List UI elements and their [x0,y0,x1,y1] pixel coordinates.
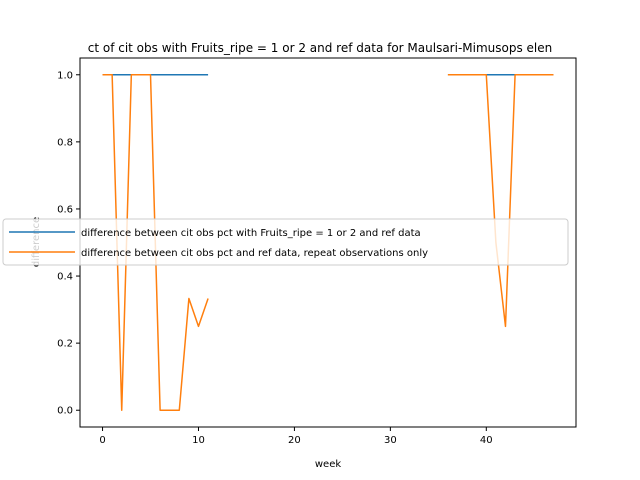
y-tick-label: 0.8 [57,137,73,148]
y-tick-label: 0.0 [57,406,73,417]
x-tick-label: 40 [480,435,493,446]
series-2-line-segment-2 [447,74,554,328]
x-axis-ticks: 0 10 20 30 40 [99,427,493,446]
x-tick-label: 30 [384,435,397,446]
y-tick-label: 0.6 [57,204,73,215]
x-tick-label: 10 [192,435,205,446]
legend-label-series-2: difference between cit obs pct and ref d… [81,248,428,259]
y-tick-label: 0.2 [57,339,73,350]
legend-box [2,218,569,266]
x-tick-label: 0 [99,435,105,446]
chart-title: ct of cit obs with Fruits_ripe = 1 or 2 … [88,41,553,55]
legend: difference between cit obs pct with Frui… [2,218,569,266]
y-axis-ticks: 0.0 0.2 0.4 0.6 0.8 1.0 [57,70,80,417]
y-tick-label: 1.0 [57,70,73,81]
y-tick-label: 0.4 [57,272,73,283]
x-tick-label: 20 [288,435,301,446]
legend-label-series-1: difference between cit obs pct with Frui… [81,228,421,239]
x-axis-label: week [315,459,341,470]
